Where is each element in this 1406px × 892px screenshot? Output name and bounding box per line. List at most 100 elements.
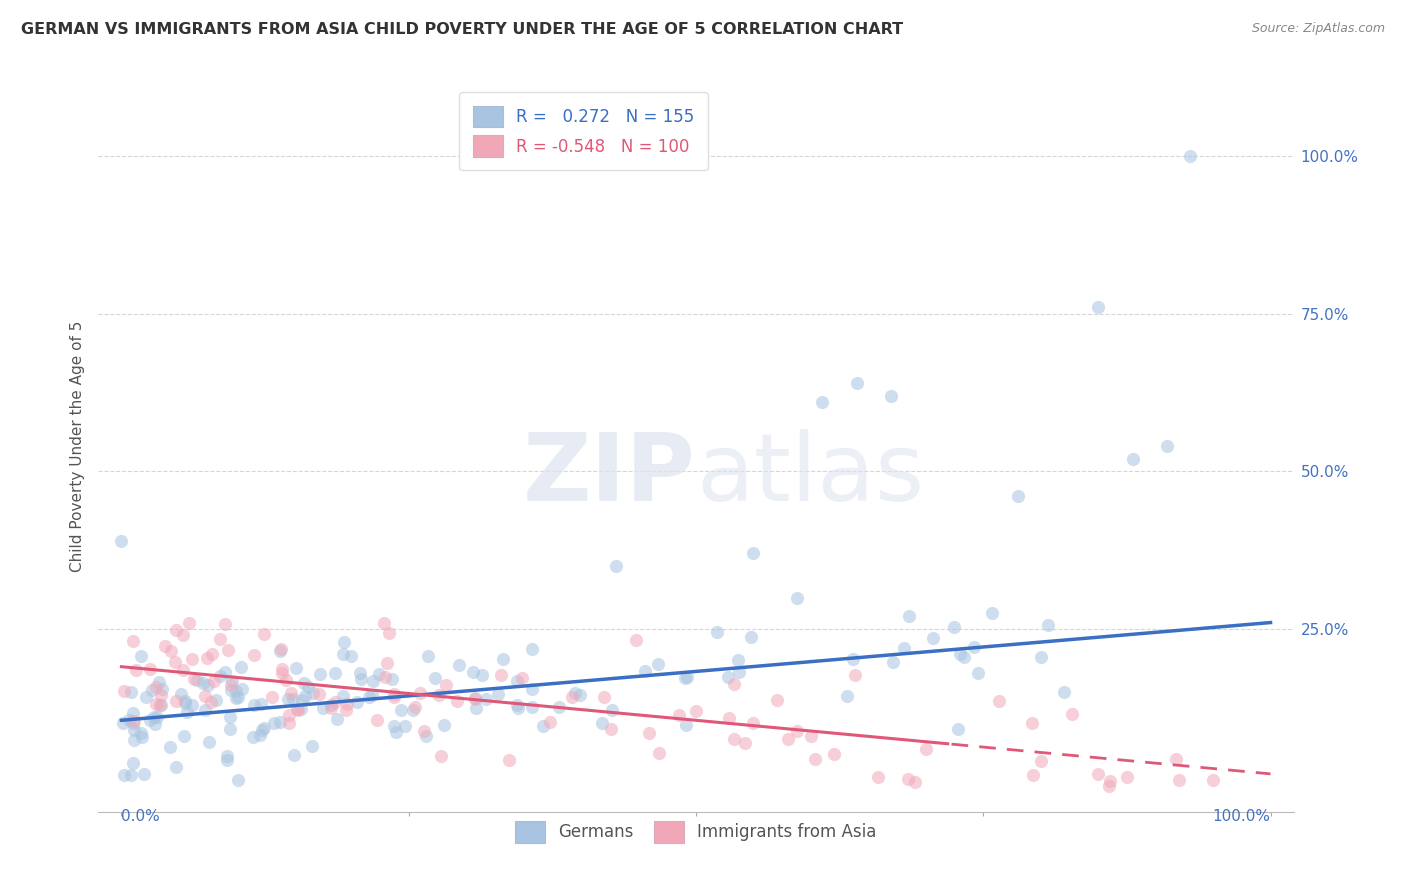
Point (242, 730, 264, 744)
Point (1029, 650, 1052, 665)
Text: GERMAN VS IMMIGRANTS FROM ASIA CHILD POVERTY UNDER THE AGE OF 5 CORRELATION CHAR: GERMAN VS IMMIGRANTS FROM ASIA CHILD POV… (21, 22, 903, 37)
Point (202, 673, 225, 688)
Point (122, 756, 145, 770)
Point (350, 672, 373, 686)
Point (893, 641, 915, 656)
Point (943, 620, 966, 634)
Point (374, 669, 396, 683)
Point (280, 686, 302, 700)
Point (409, 686, 432, 700)
Point (179, 615, 201, 630)
Point (1087, 300, 1109, 314)
Point (988, 694, 1011, 708)
Point (229, 660, 252, 674)
Point (823, 747, 845, 762)
Point (981, 607, 1004, 621)
Point (1053, 685, 1076, 699)
Point (740, 630, 762, 644)
Point (605, 558, 627, 573)
Point (278, 708, 301, 723)
Point (728, 665, 751, 679)
Point (361, 674, 384, 689)
Point (1062, 707, 1084, 722)
Point (415, 729, 437, 743)
Point (349, 665, 371, 680)
Point (263, 716, 285, 731)
Point (668, 708, 690, 723)
Point (1156, 439, 1178, 453)
Point (219, 683, 242, 698)
Point (335, 703, 357, 717)
Point (193, 675, 215, 690)
Point (845, 376, 868, 390)
Point (150, 682, 173, 697)
Point (375, 656, 398, 670)
Point (967, 665, 990, 680)
Point (274, 673, 297, 687)
Text: atlas: atlas (696, 429, 924, 521)
Point (110, 533, 132, 548)
Point (149, 698, 172, 712)
Point (1007, 490, 1029, 504)
Point (548, 699, 571, 714)
Point (176, 705, 198, 719)
Point (332, 689, 354, 703)
Point (446, 693, 468, 707)
Point (221, 673, 243, 688)
Point (498, 753, 520, 767)
Text: ZIP: ZIP (523, 429, 696, 521)
Point (464, 691, 486, 706)
Point (201, 647, 224, 661)
Point (174, 693, 197, 707)
Point (844, 668, 866, 682)
Text: 0.0%: 0.0% (121, 808, 160, 823)
Point (269, 644, 291, 658)
Point (131, 730, 153, 744)
Point (336, 698, 359, 712)
Point (389, 703, 412, 717)
Point (1099, 773, 1122, 788)
Point (624, 633, 647, 648)
Point (323, 666, 346, 681)
Legend: Germans, Immigrants from Asia: Germans, Immigrants from Asia (508, 813, 884, 851)
Point (129, 726, 152, 740)
Point (811, 395, 834, 409)
Point (505, 698, 527, 712)
Point (742, 546, 765, 560)
Point (231, 681, 253, 696)
Point (120, 767, 142, 781)
Point (1122, 451, 1144, 466)
Point (319, 700, 342, 714)
Point (122, 733, 145, 747)
Point (367, 667, 389, 681)
Point (904, 775, 927, 789)
Point (520, 682, 543, 697)
Point (219, 678, 242, 692)
Point (287, 702, 309, 716)
Point (675, 718, 697, 732)
Point (165, 694, 187, 708)
Point (200, 695, 222, 709)
Point (1021, 716, 1043, 731)
Point (638, 726, 661, 740)
Point (723, 677, 745, 691)
Point (250, 698, 273, 712)
Point (294, 689, 316, 703)
Point (842, 652, 865, 666)
Point (160, 644, 183, 658)
Point (491, 667, 513, 681)
Point (882, 655, 904, 669)
Text: 100.0%: 100.0% (1212, 808, 1271, 823)
Point (277, 716, 299, 731)
Point (949, 647, 972, 661)
Point (120, 685, 142, 699)
Point (880, 388, 903, 402)
Point (475, 692, 498, 706)
Point (209, 669, 232, 683)
Point (332, 648, 354, 662)
Point (297, 680, 319, 694)
Point (172, 628, 194, 642)
Point (382, 719, 405, 733)
Point (433, 718, 456, 732)
Point (249, 728, 271, 742)
